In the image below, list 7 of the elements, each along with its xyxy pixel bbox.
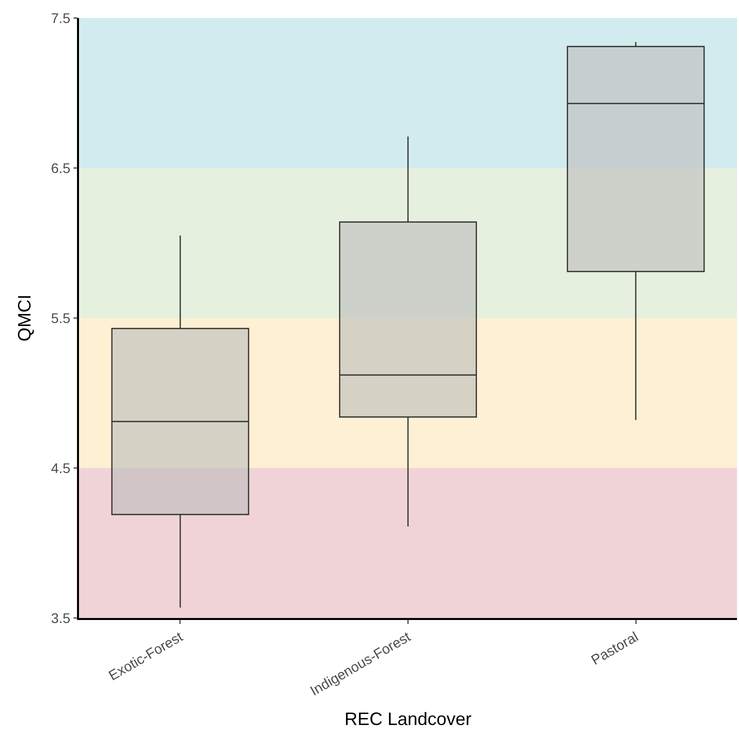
y-tick-label: 5.5 <box>50 310 71 326</box>
x-axis-title: REC Landcover <box>344 709 472 730</box>
y-tick-label: 6.5 <box>50 160 71 176</box>
y-axis-title: QMCI <box>14 294 35 342</box>
y-tick-label: 7.5 <box>50 10 71 26</box>
y-tick-label: 4.5 <box>50 460 71 476</box>
y-tick-label: 3.5 <box>50 610 71 626</box>
